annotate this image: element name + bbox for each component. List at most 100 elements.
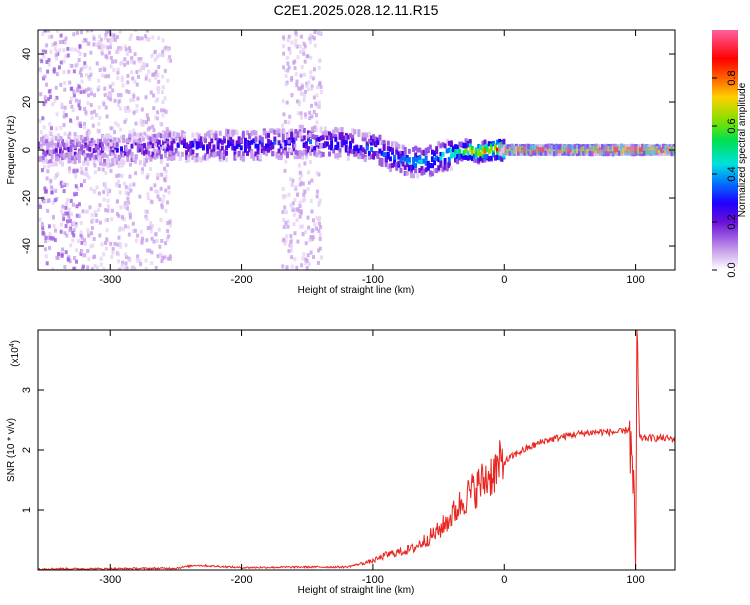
spectrogram-cell	[119, 152, 123, 158]
spectrogram-cell	[120, 78, 124, 83]
spectrogram-cell	[489, 155, 493, 161]
spectrogram-cell	[77, 134, 81, 139]
spectrogram-cell	[327, 151, 331, 157]
spectrogram-cell	[50, 162, 54, 167]
spectrogram-cell	[313, 125, 317, 130]
spectrogram-cell	[161, 198, 165, 203]
spectrogram-cell	[89, 186, 93, 191]
spectrogram-cell	[477, 157, 481, 163]
spectrogram-cell	[281, 137, 285, 143]
spectrogram-cell	[127, 90, 131, 95]
spectrogram-cell	[146, 248, 150, 253]
spectrogram-cell	[113, 37, 117, 42]
spectrogram-cell	[123, 201, 127, 206]
spectrogram-cell	[370, 146, 374, 152]
spectrogram-cell	[271, 144, 275, 150]
spectrogram-cell	[384, 162, 388, 168]
spectrogram-cell	[500, 156, 504, 162]
spectrogram-cell	[264, 151, 268, 157]
spectrogram-cell	[599, 144, 603, 156]
spectrogram-cell	[353, 148, 357, 154]
spectrogram-cell	[59, 143, 63, 148]
spectrogram-cell	[464, 138, 468, 144]
spectrogram-cell	[59, 222, 63, 227]
spectrogram-cell	[451, 150, 455, 156]
spectrogram-cell	[104, 208, 108, 213]
spectrogram-cell	[414, 145, 418, 151]
spectrogram-cell	[426, 160, 430, 166]
spectrogram-cell	[70, 47, 74, 52]
spectrogram-cell	[235, 154, 239, 160]
spectrogram-cell	[267, 143, 271, 149]
spectrogram-cell	[64, 201, 68, 206]
spectrogram-cell	[96, 152, 100, 158]
spectrogram-cell	[155, 54, 159, 59]
spectrogram-cell	[148, 144, 152, 149]
spectrogram-cell	[311, 235, 315, 240]
spectrogram-cell	[301, 156, 305, 161]
spectrogram-cell	[132, 128, 136, 133]
spectrogram-cell	[136, 96, 140, 101]
spectrogram-cell	[393, 162, 397, 168]
spectrogram-cell	[430, 171, 434, 177]
spectrogram-cell	[110, 217, 114, 222]
spectrogram-cell	[596, 144, 600, 156]
spectrogram-cell	[285, 153, 289, 159]
spectrogram-cell	[104, 240, 108, 245]
spectrogram-cell	[197, 156, 201, 162]
spectrogram-cell	[283, 147, 287, 153]
spectrogram-cell	[275, 151, 279, 157]
spectrogram-cell	[146, 192, 150, 197]
spectrogram-cell	[298, 150, 302, 156]
spectrogram-cell	[38, 202, 42, 207]
spectrogram-cell	[46, 169, 50, 174]
spectrogram-cell	[108, 84, 112, 89]
spectrogram-cell	[301, 256, 305, 261]
spectrogram-cell	[107, 92, 111, 97]
spectrogram-cell	[135, 82, 139, 87]
spectrogram-cell	[135, 258, 139, 263]
spectrogram-cell	[313, 134, 317, 140]
spectrogram-cell	[210, 151, 214, 157]
spectrogram-cell	[112, 33, 116, 38]
spectrogram-cell	[380, 150, 384, 156]
spectrogram-cell	[72, 89, 76, 94]
spectrogram-cell	[269, 140, 273, 146]
spectrogram-cell	[138, 68, 142, 73]
spectrogram-cell	[176, 151, 180, 157]
spectrogram-cell	[131, 76, 135, 81]
spectrogram-cell	[318, 31, 322, 36]
spectrogram-cell	[321, 143, 325, 149]
spectrogram-cell	[51, 135, 55, 140]
spectrogram-cell	[84, 139, 88, 145]
spectrogram-cell	[107, 133, 111, 139]
spectrogram-cell	[80, 73, 84, 78]
spectrogram-cell	[99, 262, 103, 267]
spectrogram-cell	[83, 52, 87, 57]
spectrogram-cell	[168, 220, 172, 225]
spectrogram-cell	[180, 135, 184, 141]
spectrogram-cell	[178, 137, 182, 143]
spectrogram-cell	[41, 231, 45, 236]
spectrogram-cell	[113, 130, 117, 135]
spectrogram-cell	[277, 148, 281, 154]
spectrogram-cell	[294, 30, 298, 35]
spectrogram-cell	[43, 186, 47, 191]
spectrogram-cell	[536, 144, 540, 156]
spectrogram-cell	[620, 144, 624, 156]
spectrogram-cell	[108, 188, 112, 193]
spectrogram-cell	[49, 185, 53, 190]
spectrogram-cell	[264, 143, 268, 149]
spectrogram-cell	[84, 110, 88, 115]
spectrogram-cell	[336, 145, 340, 151]
spectrogram-cell	[126, 191, 130, 196]
spectrogram-cell	[126, 105, 130, 110]
spectrogram-cell	[65, 233, 69, 238]
spectrogram-cell	[563, 144, 567, 156]
spectrogram-cell	[282, 35, 286, 40]
spectrogram-cell	[349, 140, 353, 146]
spectrogram-cell	[114, 121, 118, 126]
spectrogram-cell	[123, 62, 127, 67]
spectrogram-cell	[128, 174, 132, 179]
spectrogram-cell	[64, 113, 68, 118]
